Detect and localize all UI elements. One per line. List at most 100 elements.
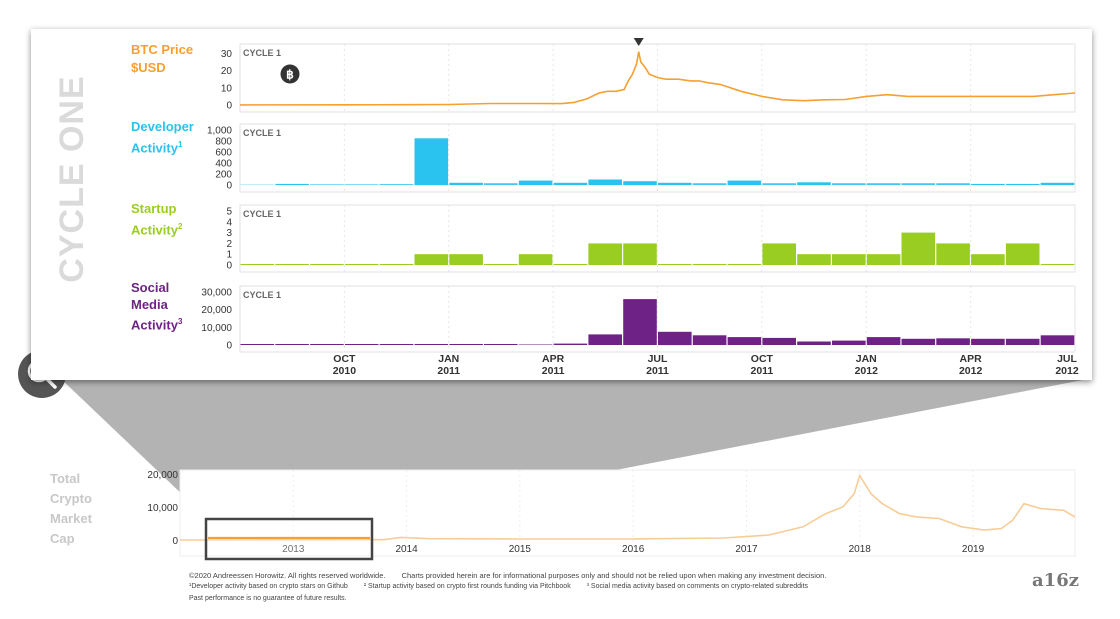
social-title-line2: Media [131,297,168,312]
developer-activity-bar-21 [971,183,1005,185]
developer-activity-cycle-label: CYCLE 1 [243,128,281,138]
dev-title-line1: Developer [131,119,194,134]
social-activity-bar-1 [275,344,309,345]
social-activity-ytick-3: 30,000 [201,288,232,299]
market-title-line1: Total [50,471,81,486]
startup-activity-bar-16 [797,254,831,265]
market-cap-line [179,473,1076,541]
year-label-0: 2010 [333,365,357,377]
developer-activity-ytick-0: 0 [226,181,232,192]
month-label-0: OCT [333,353,356,365]
startup-activity-bar-4 [379,264,414,265]
social-activity-bar-11 [623,299,657,345]
startup-activity-cycle-label: CYCLE 1 [243,209,281,219]
bitcoin-icon-circle [280,64,300,84]
month-label-1: JAN [438,353,459,365]
startup-activity-ytick-5: 5 [226,207,232,218]
footer-note3: ³ Social media activity based on comment… [586,583,809,590]
social-activity-bar-6 [449,344,483,345]
market-cap-frame [179,469,1076,557]
developer-activity-bar-12 [658,182,692,185]
btc-price-ytick-2: 20 [221,66,233,77]
month-label-4: OCT [751,353,774,365]
developer-activity-ytick-1: 200 [215,170,232,181]
developer-activity-bar-8 [518,180,553,185]
footer-past: Past performance is no guarantee of futu… [189,595,347,602]
developer-activity-ytick-5: 1,000 [207,126,232,137]
social-activity-bar-18 [866,337,901,345]
market-xtick-3: 2016 [622,544,645,555]
startup-activity-bar-13 [692,264,727,265]
dev-title-line2: Activity [131,140,178,156]
social-activity-bar-5 [414,344,449,345]
social-activity-bar-2 [310,344,344,345]
developer-activity-bar-9 [553,182,588,185]
dev-footnote-mark: 1 [177,140,183,149]
btc-title-line1: BTC Price [131,42,194,57]
social-activity-bar-19 [901,338,936,345]
market-title-line2: Crypto [50,491,92,506]
developer-activity-title: Developer Activity1 [131,118,194,157]
year-label-3: 2011 [646,365,669,377]
social-activity-ytick-0: 0 [226,341,232,352]
market-title-line4: Cap [50,531,75,546]
developer-activity-bar-11 [623,181,657,186]
startup-activity-bar-7 [484,264,518,265]
btc-price-ytick-3: 30 [221,49,233,60]
startup-activity-bar-12 [658,264,692,265]
month-label-6: APR [960,353,983,365]
year-label-1: 2011 [437,365,460,377]
market-xtick-4: 2017 [735,544,758,555]
developer-activity-bar-5 [414,138,449,186]
startup-activity-ytick-1: 1 [226,250,232,261]
startup-activity-bar-10 [588,243,622,265]
startup-activity-ytick-0: 0 [226,261,232,272]
btc-title-line2: $USD [131,60,166,75]
startup-footnote-mark: 2 [177,222,183,231]
developer-activity-bar-23 [1040,182,1075,185]
social-activity-bar-17 [832,340,866,345]
month-label-2: APR [542,353,565,365]
month-label-7: JUL [1057,353,1077,365]
year-label-7: 2012 [1055,365,1079,377]
developer-activity-bar-10 [588,179,622,185]
month-label-3: JUL [648,353,668,365]
btc-price-cycle-label: CYCLE 1 [243,48,281,58]
market-ytick-0: 0 [172,536,178,547]
market-xtick-0: 2013 [282,544,305,555]
market-cap-title: Total Crypto Market Cap [50,469,92,549]
market-xtick-1: 2014 [395,544,418,555]
startup-activity-ytick-2: 2 [226,239,232,250]
startup-activity-bar-18 [866,254,901,265]
startup-activity-bar-1 [275,264,309,265]
startup-activity-bar-0 [240,264,275,265]
startup-activity-title: Startup Activity2 [131,200,182,239]
startup-title-line2: Activity [131,222,178,238]
social-activity-bar-20 [936,338,970,345]
year-label-2: 2011 [542,365,565,377]
startup-activity-bar-11 [623,243,657,265]
social-activity-cycle-label: CYCLE 1 [243,290,281,300]
startup-activity-bar-5 [414,254,449,265]
developer-activity-ytick-2: 400 [215,159,232,170]
developer-activity-ytick-3: 600 [215,148,232,159]
social-title-line3: Activity [131,317,178,333]
developer-activity-bar-16 [797,182,831,186]
social-activity-bar-3 [344,344,379,345]
startup-activity-bar-20 [936,243,970,265]
social-activity-title: Social Media Activity3 [131,279,182,333]
startup-activity-bar-21 [971,254,1005,265]
startup-activity-bar-9 [553,264,588,265]
startup-activity-bar-19 [901,232,936,265]
startup-activity-bar-15 [762,243,796,265]
social-activity-bar-10 [588,334,622,345]
startup-activity-bar-14 [727,264,762,265]
market-title-line3: Market [50,511,92,526]
developer-activity-bar-17 [832,183,866,185]
btc-price-ytick-0: 0 [226,101,232,112]
developer-activity-bar-13 [692,183,727,185]
startup-activity-bar-17 [832,254,866,265]
developer-activity-bar-18 [866,183,901,185]
social-title-line1: Social [131,280,170,295]
developer-activity-bar-4 [379,184,414,185]
